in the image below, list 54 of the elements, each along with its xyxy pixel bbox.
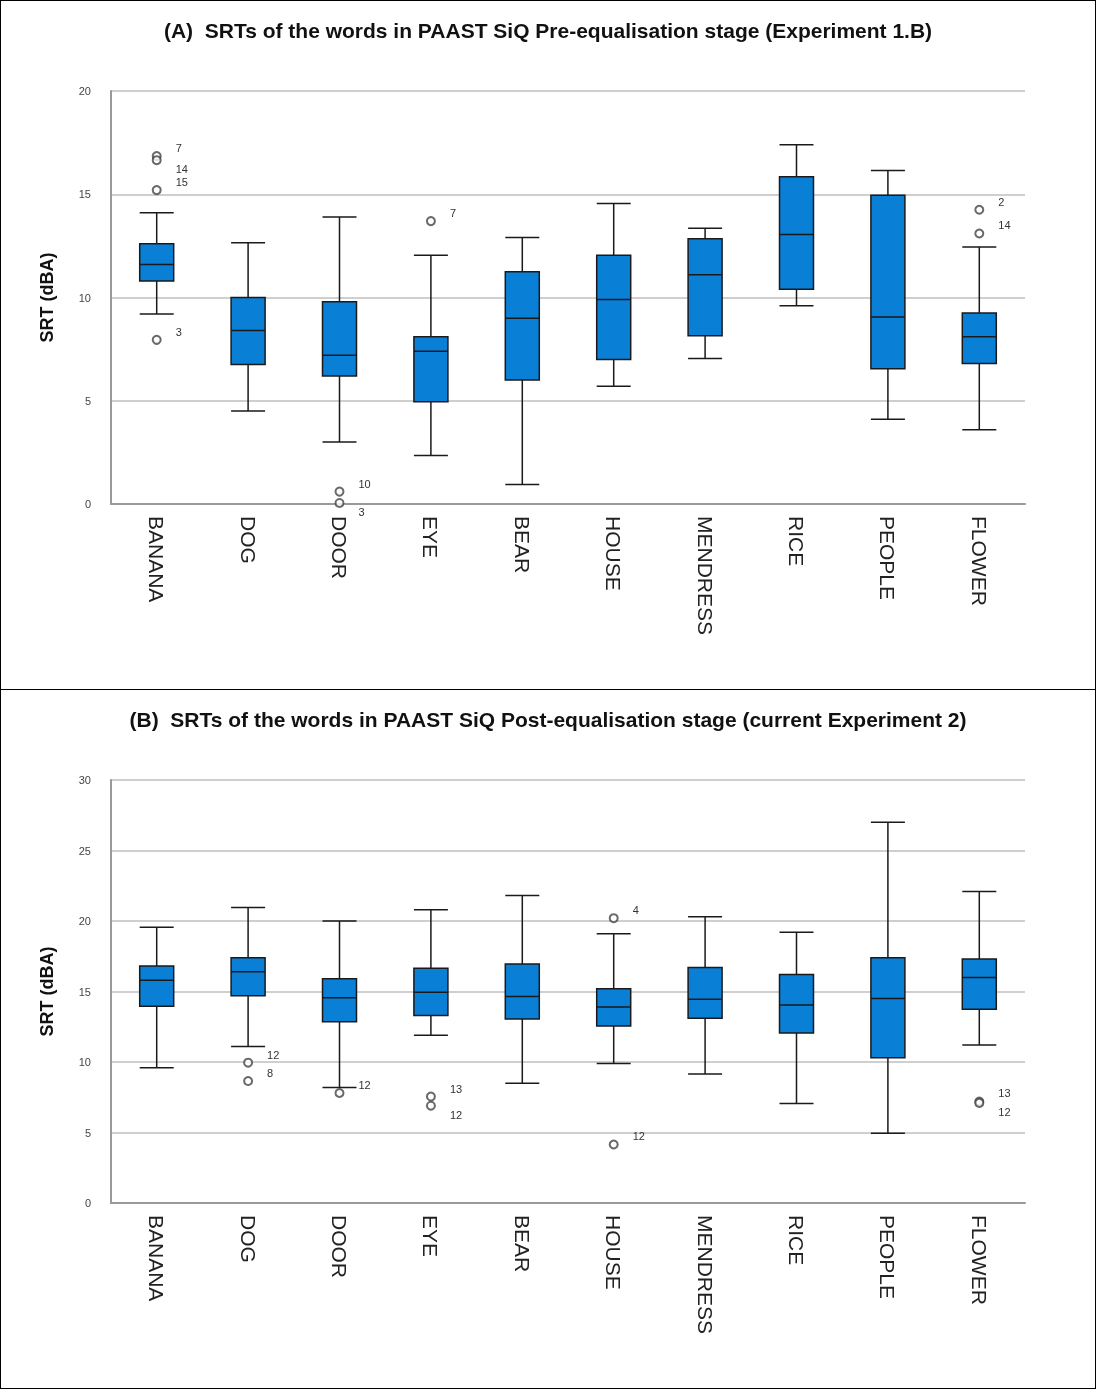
y-tick-label: 5 (84, 1126, 91, 1139)
y-tick-label: 20 (78, 915, 91, 927)
x-tick-label: DOOR (328, 1215, 351, 1278)
annotation: 15 (175, 176, 188, 189)
annotation: 3 (175, 325, 182, 338)
annotation: 12 (267, 1048, 280, 1061)
y-axis-title: SRT (dBA) (37, 252, 57, 343)
x-tick-label: FLOWER (967, 516, 991, 606)
annotation: 14 (998, 219, 1011, 232)
y-tick-label: 0 (84, 1197, 91, 1209)
x-tick-label: MENDRESS (693, 1215, 717, 1335)
x-tick-label: BANANA (145, 1215, 169, 1302)
x-tick-label: MENDRESS (693, 516, 717, 636)
annotation: 14 (175, 163, 188, 176)
y-tick-label: 15 (78, 985, 91, 998)
annotation: 12 (358, 1079, 371, 1092)
annotation: 7 (449, 207, 457, 220)
x-tick-label: DOOR (328, 516, 351, 579)
y-tick-label: 20 (78, 85, 91, 97)
y-tick-label: 10 (78, 291, 91, 304)
annotation: 12 (449, 1108, 463, 1121)
annotation: 3 (358, 505, 365, 518)
x-tick-label: BANANA (145, 516, 169, 603)
x-tick-label: FLOWER (967, 1215, 991, 1305)
x-tick-label: RICE (785, 516, 808, 567)
annotation: 4 (632, 904, 639, 917)
x-tick-label: EYE (419, 516, 443, 559)
y-tick-label: 0 (84, 498, 91, 510)
x-tick-label: DOG (236, 1215, 260, 1263)
annotation: 13 (998, 1087, 1011, 1100)
x-tick-label: PEOPLE (876, 516, 900, 601)
annotation: 2 (998, 195, 1005, 208)
x-tick-label: PEOPLE (876, 1215, 900, 1300)
y-tick-label: 5 (84, 394, 91, 407)
annotation: 8 (267, 1067, 274, 1080)
x-tick-label: DOG (236, 516, 260, 564)
x-tick-label: HOUSE (602, 516, 626, 591)
annotation: 10 (358, 477, 371, 490)
chart-title: (B) SRTs of the words in PAAST SiQ Post-equalisation stage (current Experiment 2) (129, 708, 967, 731)
x-tick-label: BEAR (510, 516, 534, 574)
y-tick-label: 15 (78, 188, 91, 201)
x-tick-label: RICE (785, 1215, 808, 1266)
annotation: 12 (632, 1130, 645, 1143)
x-tick-label: HOUSE (602, 1215, 626, 1290)
y-axis-title: SRT (dBA) (37, 946, 57, 1037)
y-tick-label: 30 (78, 774, 91, 786)
y-tick-label: 10 (78, 1056, 91, 1068)
annotation: 12 (998, 1105, 1011, 1118)
x-tick-label: BEAR (510, 1215, 534, 1273)
y-tick-label: 25 (78, 844, 91, 857)
annotation: 13 (449, 1082, 463, 1095)
chart-title: (A) SRTs of the words in PAAST SiQ Pre-equalisation stage (Experiment 1.B) (163, 19, 933, 42)
x-tick-label: EYE (419, 1215, 443, 1258)
annotation: 7 (175, 142, 182, 155)
